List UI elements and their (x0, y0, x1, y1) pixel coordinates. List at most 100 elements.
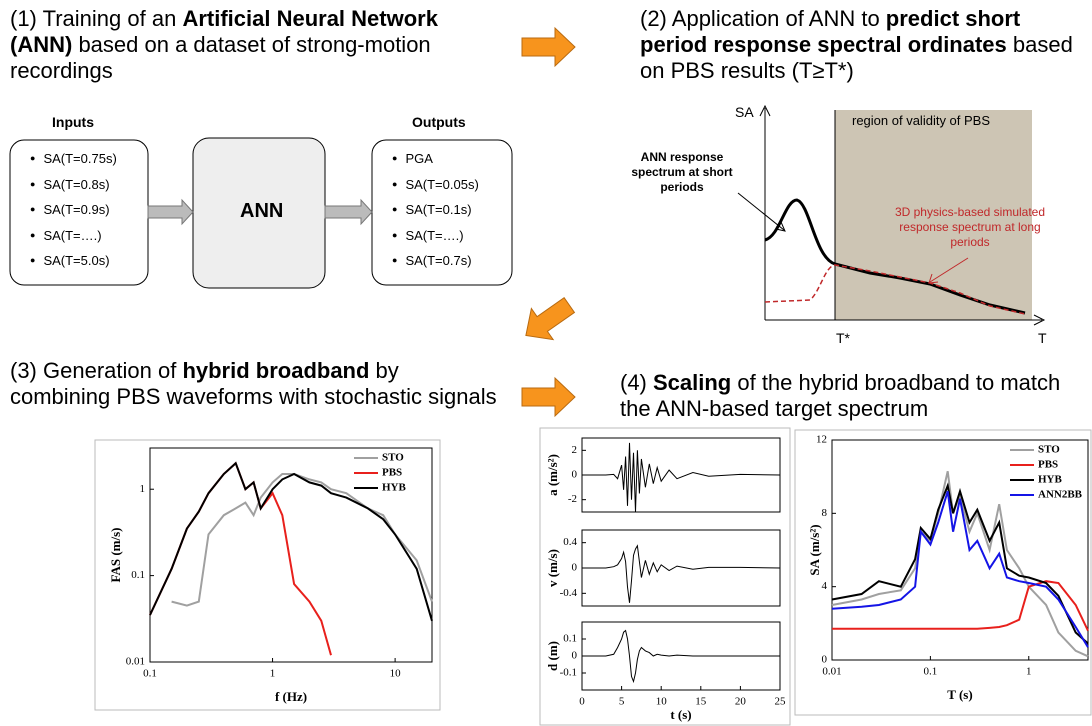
y-tick-label: -2 (568, 493, 577, 505)
step-text-part: predict short period response spectral o… (640, 6, 1021, 57)
plot-area (149, 447, 433, 663)
list-item: SA(T=….) (392, 223, 479, 249)
series-line (831, 470, 1089, 658)
list-item: SA(T=….) (30, 223, 117, 249)
process-arrow (521, 376, 576, 418)
series-line (149, 461, 433, 622)
x-tick-label: 0.01 (822, 666, 841, 678)
flow-arrow (324, 198, 373, 226)
list-item: SA(T=5.0s) (30, 248, 117, 274)
list-item: SA(T=0.05s) (392, 172, 478, 198)
y-tick-label: 2 (572, 444, 578, 456)
sketch-axis-arrow (1033, 314, 1046, 326)
y-tick-label: 0 (572, 562, 578, 574)
flow-arrow (147, 198, 194, 226)
legend-label: STO (1038, 444, 1060, 456)
y-axis-label: FAS (m/s) (108, 527, 123, 582)
step-text-part: (3) Generation of (10, 358, 183, 383)
series-line (582, 629, 780, 684)
x-tick-label: 0 (579, 696, 585, 708)
step-text-part: by combining PBS waveforms with stochast… (10, 358, 497, 409)
chart-frame (94, 439, 441, 711)
y-tick-label: 0 (572, 469, 578, 481)
chart-frame (794, 429, 1092, 716)
x-tick-label: 25 (775, 696, 787, 708)
legend-label: STO (382, 452, 404, 464)
step-text: (4) Scaling of the hybrid broadband to m… (620, 370, 1090, 422)
list-item: SA(T=0.8s) (30, 172, 117, 198)
y-tick-label: 8 (822, 507, 828, 519)
y-tick-label: 0.1 (131, 569, 145, 581)
x-tick-label: 1 (270, 668, 276, 680)
step-text-part: (2) Application of ANN to (640, 6, 886, 31)
y-tick-label: -0.4 (560, 587, 578, 599)
x-tick-label: 10 (390, 668, 402, 680)
legend-label: HYB (382, 482, 407, 494)
legend-label: PBS (382, 467, 402, 479)
note-arrow (737, 192, 785, 231)
sketch-y-label: SA (735, 104, 754, 120)
outputs-title: Outputs (412, 114, 466, 130)
y-axis-label: v (m/s) (545, 549, 560, 587)
y-tick-label: 1 (140, 483, 146, 495)
pbs-sketch-curve (764, 264, 1026, 315)
y-tick-label: -0.1 (560, 667, 577, 679)
x-tick-label: 0.1 (143, 668, 157, 680)
note-arrow-head (775, 221, 786, 232)
y-tick-label: 12 (816, 434, 827, 446)
series-line (171, 473, 433, 607)
series-line (831, 482, 1089, 645)
y-axis-label: a (m/s²) (545, 454, 560, 496)
y-axis-label: SA (m/s²) (807, 524, 822, 575)
series-line (582, 442, 781, 513)
y-tick-label: 4 (822, 580, 828, 592)
inputs-list: SA(T=0.75s)SA(T=0.8s)SA(T=0.9s)SA(T=….)S… (30, 146, 117, 274)
step-text-part: hybrid broadband (182, 358, 370, 383)
step-text-part: (4) (620, 370, 653, 395)
y-tick-label: 0.1 (563, 633, 577, 645)
list-item: SA(T=0.7s) (392, 248, 479, 274)
list-item: PGA (392, 146, 479, 172)
legend-label: HYB (1038, 474, 1063, 486)
step-text-part: based on PBS results (T≥T*) (640, 32, 1073, 83)
sketch-x-label: T (1038, 330, 1047, 346)
y-tick-label: 0.01 (126, 656, 145, 668)
outputs-list: PGASA(T=0.05s)SA(T=0.1s)SA(T=….)SA(T=0.7… (392, 146, 479, 274)
list-item: SA(T=0.9s) (30, 197, 117, 223)
series-line (582, 544, 781, 603)
y-tick-label: 0 (822, 654, 828, 666)
step-text: (3) Generation of hybrid broadband by co… (10, 358, 505, 410)
step-text-part: Artificial Neural Network (ANN) (10, 6, 438, 57)
plot-area (831, 439, 1089, 661)
step-text-part: (1) Training of an (10, 6, 183, 31)
list-item: SA(T=0.75s) (30, 146, 116, 172)
process-arrow (521, 26, 576, 68)
step-text-part: Scaling (653, 370, 732, 395)
step-text-part: of the hybrid broadband to match the ANN… (620, 370, 1061, 421)
note-arrow-head (928, 273, 939, 284)
x-axis-label: t (s) (670, 707, 691, 722)
note-arrow (929, 257, 969, 283)
x-tick-label: 20 (735, 696, 747, 708)
y-tick-label: 0.4 (563, 536, 577, 548)
x-tick-label: 5 (619, 696, 625, 708)
legend-label: ANN2BB (1038, 489, 1083, 501)
chart-frame (539, 427, 791, 726)
pbs-note: 3D physics-based simulated response spec… (894, 205, 1046, 249)
x-tick-label: 15 (695, 696, 707, 708)
x-axis-label: T (s) (947, 687, 972, 702)
x-tick-label: 10 (656, 696, 668, 708)
step-text: (1) Training of an Artificial Neural Net… (10, 6, 490, 84)
process-arrow (525, 297, 576, 341)
ann-label: ANN (240, 200, 284, 222)
x-axis-label: f (Hz) (275, 689, 307, 704)
x-tick-label: 0.1 (924, 666, 938, 678)
series-line (831, 491, 1089, 648)
x-tick-label: 1 (1026, 666, 1032, 678)
sketch-t-star: T* (836, 330, 850, 346)
list-item: SA(T=0.1s) (392, 197, 479, 223)
y-tick-label: 0 (572, 650, 578, 662)
step-text: (2) Application of ANN to predict short … (640, 6, 1090, 84)
inputs-title: Inputs (52, 114, 94, 130)
